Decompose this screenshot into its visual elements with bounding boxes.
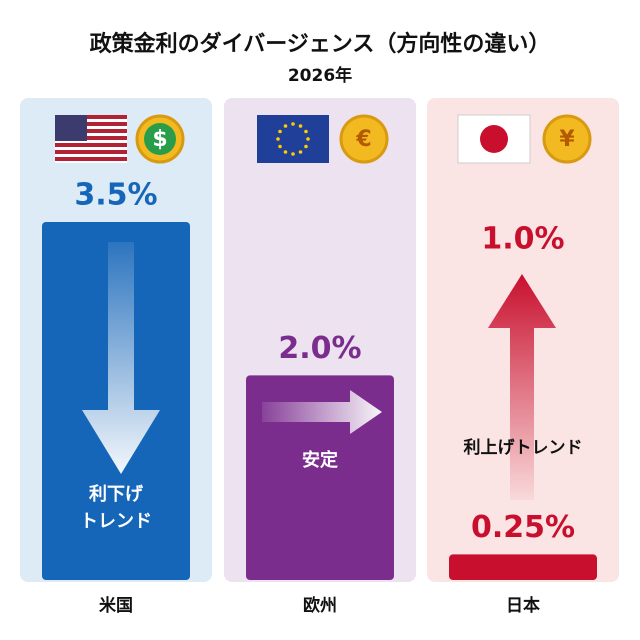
star bbox=[298, 150, 303, 154]
x-tick-label: 日本 bbox=[506, 595, 540, 616]
value-label: 0.25% bbox=[471, 510, 575, 545]
star bbox=[304, 129, 308, 134]
star bbox=[291, 152, 295, 156]
star bbox=[298, 124, 303, 128]
target-label: 1.0% bbox=[481, 222, 564, 257]
x-tick-label: 欧州 bbox=[303, 595, 337, 616]
jp-flag bbox=[457, 114, 531, 164]
value-label: 2.0% bbox=[278, 331, 361, 366]
star bbox=[306, 137, 310, 141]
coin bbox=[542, 114, 592, 164]
eu-flag bbox=[257, 115, 329, 163]
star bbox=[304, 144, 308, 149]
us-flag bbox=[55, 115, 127, 163]
x-tick-label: 米国 bbox=[99, 595, 133, 616]
star bbox=[276, 137, 280, 141]
star bbox=[278, 129, 282, 134]
down-arrow bbox=[82, 242, 160, 474]
value-label: 3.5% bbox=[74, 178, 157, 213]
right-arrow bbox=[262, 390, 382, 434]
star bbox=[291, 122, 295, 126]
currency-symbol: ¥ bbox=[559, 127, 575, 152]
coin bbox=[339, 114, 389, 164]
star bbox=[278, 144, 282, 149]
star bbox=[283, 150, 288, 154]
currency-symbol: € bbox=[355, 127, 371, 152]
bar bbox=[449, 554, 597, 580]
trend-label: 利上げトレンド bbox=[464, 437, 583, 458]
trend-label: 利下げ bbox=[89, 483, 144, 505]
up-arrow bbox=[488, 274, 556, 500]
currency-symbol: $ bbox=[152, 127, 167, 152]
trend-label: トレンド bbox=[80, 511, 152, 532]
coin-inner bbox=[144, 123, 176, 155]
star bbox=[283, 124, 288, 128]
trend-label: 安定 bbox=[302, 449, 338, 471]
chart-subtitle: 2026年 bbox=[288, 65, 352, 86]
chart-title: 政策金利のダイバージェンス（方向性の違い） bbox=[90, 31, 551, 57]
